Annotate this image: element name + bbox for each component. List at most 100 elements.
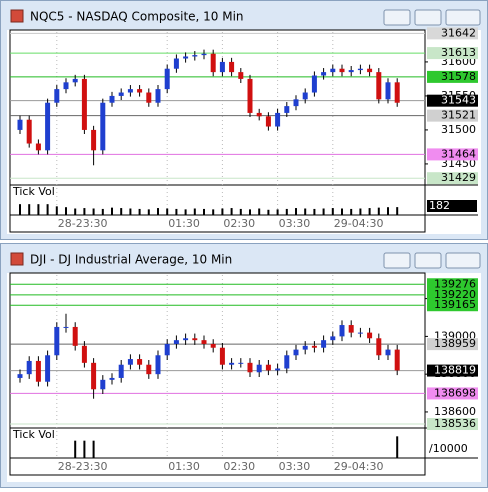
candle-body [165,69,170,89]
minimize-button[interactable] [384,10,410,25]
level-label: 31578 [441,70,476,83]
volume-bar [120,208,122,215]
close-button[interactable] [446,10,480,25]
volume-bar [231,208,233,215]
level-label: 31464 [441,147,476,160]
volume-bar [323,209,325,216]
level-label: 138959 [434,337,476,350]
candle-body [358,69,363,70]
candle-body [349,325,354,333]
volume-bar [157,208,159,215]
window-title: DJI - DJ Industrial Average, 10 Min [30,253,232,267]
candle-body [248,363,253,372]
volume-bar [65,207,67,215]
x-tick-label: 01:30 [168,460,200,473]
candle-body [202,54,207,55]
candle-body [266,365,271,371]
y-tick-label: 31500 [441,123,476,136]
x-tick-label: 29-04:30 [334,217,384,230]
level-label: 31543 [441,94,476,107]
candle-body [340,325,345,336]
candle-body [119,365,124,378]
volume-bar [240,209,242,215]
volume-bar [332,208,334,215]
candle-body [183,56,188,58]
level-label: 138536 [434,417,476,430]
volume-bar [295,208,297,215]
maximize-button[interactable] [415,10,441,25]
volume-bar [341,209,343,216]
volume-bar [313,209,315,215]
close-button[interactable] [446,253,480,268]
candle-body [275,113,280,127]
candle-body [146,365,151,374]
candle-body [64,82,69,89]
volume-bar [221,209,223,216]
candle-body [386,82,391,99]
candle-body [220,348,225,365]
candle-body [284,355,289,368]
volume-label: Tick Vol [12,428,55,441]
window: DJI - DJ Industrial Average, 10 Min [1,244,488,488]
candle-body [238,72,243,79]
candle-body [220,62,225,72]
x-tick-label: 01:30 [168,217,200,230]
candle-body [386,350,391,356]
candle-body [73,79,78,82]
level-label: 138819 [434,364,476,377]
candle-body [36,144,41,151]
candle-body [257,365,262,373]
volume-bar [148,209,150,215]
volume-bar [74,441,76,458]
candle-body [192,55,197,56]
candle-body [110,96,115,103]
candle-body [18,374,23,378]
volume-label: Tick Vol [12,185,55,198]
candle-body [27,361,32,374]
candle-body [146,93,151,103]
candle-body [312,346,317,348]
volume-bar [267,210,269,215]
candle-body [45,355,50,381]
level-label: 139165 [434,298,476,311]
volume-bar [185,209,187,215]
candle-body [100,103,105,151]
candle-body [294,350,299,356]
volume-bar [56,206,58,215]
volume-bar [129,209,131,216]
volume-bar [37,204,39,215]
candle-body [73,327,78,346]
volume-bar [350,209,352,215]
window: NQC5 - NASDAQ Composite, 10 Min [1,1,488,240]
candle-body [100,380,105,389]
candle-body [229,363,234,365]
candle-body [18,120,23,130]
minimize-button[interactable] [384,253,410,268]
candle-body [367,69,372,72]
candle-body [192,338,197,340]
volume-bar [139,209,141,215]
x-tick-label: 02:30 [223,460,255,473]
volume-bar [249,209,251,215]
maximize-button[interactable] [415,253,441,268]
candle-body [275,369,280,371]
volume-bar [93,441,95,458]
volume-bar [19,204,21,215]
candle-body [395,350,400,371]
level-label: 31521 [441,109,476,122]
candle-body [330,336,335,340]
candle-body [156,89,161,103]
x-tick-label: 02:30 [223,217,255,230]
candle-body [174,59,179,69]
candle-body [229,62,234,72]
candle-body [211,344,216,348]
x-tick-label: 28-23:30 [58,217,108,230]
volume-bar [359,209,361,216]
candle-body [54,327,59,355]
candle-body [321,72,326,75]
candle-body [128,89,133,92]
candle-body [110,378,115,380]
x-tick-label: 03:30 [279,217,311,230]
app-icon [11,10,23,22]
